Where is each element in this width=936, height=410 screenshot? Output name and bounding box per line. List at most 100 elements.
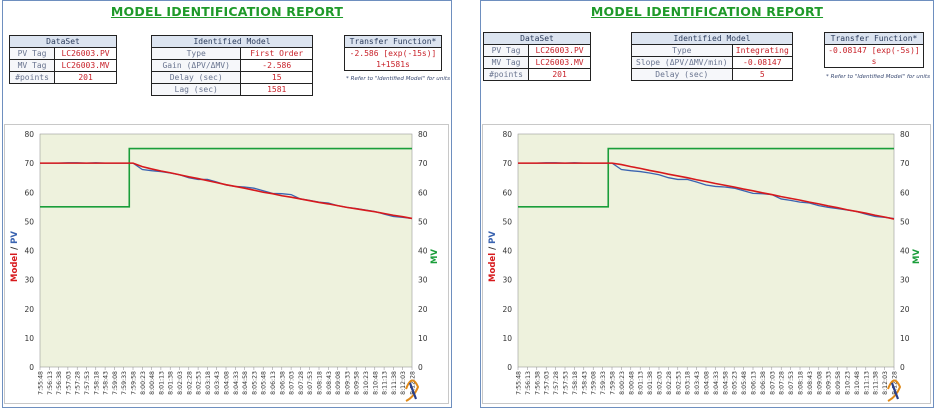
x-tick-label: 8:00:23 xyxy=(619,371,626,395)
y-tick-label-left: 50 xyxy=(502,217,512,226)
y-tick-label-left: 70 xyxy=(24,159,34,168)
dataset-value: 201 xyxy=(54,71,117,84)
x-tick-label: 7:57:03 xyxy=(544,371,551,395)
report-panel-first-order: MODEL IDENTIFICATION REPORT DataSet PV T… xyxy=(2,0,452,408)
x-tick-label: 7:57:03 xyxy=(65,371,72,395)
x-tick-label: 8:03:43 xyxy=(694,371,701,395)
x-tick-label: 8:05:48 xyxy=(261,371,268,395)
model-value: Integrating xyxy=(731,44,794,57)
identified-model-table: Identified Model Type First Order Gain (Δ… xyxy=(150,35,313,96)
x-tick-label: 7:58:18 xyxy=(93,371,100,395)
y-tick-label-left: 10 xyxy=(24,334,34,343)
model-label: Slope (ΔPV/ΔMV/min) xyxy=(631,56,733,69)
model-pv-mv-chart: 0 0 10 10 20 20 30 30 40 40 50 50 60 60 70 70 80 80 7:55:4… xyxy=(482,124,931,404)
x-tick-label: 8:10:48 xyxy=(372,371,379,395)
model-value: First Order xyxy=(240,47,313,60)
x-tick-label: 8:06:13 xyxy=(751,371,758,395)
x-tick-label: 8:02:03 xyxy=(177,371,184,395)
x-tick-label: 8:12:03 xyxy=(400,371,407,395)
y-tick-label-left: 70 xyxy=(502,159,512,168)
x-tick-label: 8:01:13 xyxy=(638,371,645,395)
dataset-label: #points xyxy=(8,71,56,84)
y-tick-label-left: 30 xyxy=(502,276,512,285)
transfer-denominator: s xyxy=(824,56,924,68)
y-tick-label-left: 40 xyxy=(24,247,34,256)
x-tick-label: 7:55:48 xyxy=(516,371,523,395)
x-tick-label: 8:10:23 xyxy=(845,371,852,395)
logo-swoosh xyxy=(887,379,902,402)
model-label: Delay (sec) xyxy=(631,68,733,81)
identified-model-table: Identified Model Type Integrating Slope (… xyxy=(631,32,794,81)
x-tick-label: 8:07:28 xyxy=(779,371,786,395)
y-tick-label-left: 80 xyxy=(24,130,34,139)
y-tick-label-left: 0 xyxy=(29,363,34,372)
dataset-value: LC26003.MV xyxy=(528,56,591,69)
x-tick-label: 8:09:33 xyxy=(826,371,833,395)
transfer-function-table: Transfer Function* -0.08147 [exp(-5s)] s xyxy=(824,32,924,68)
logo-stroke xyxy=(408,382,418,400)
y-axis-label-right: MV xyxy=(430,249,440,264)
transfer-denominator: 1+1581s xyxy=(344,59,442,71)
model-value: -0.08147 xyxy=(731,56,794,69)
y-axis-label-right: MV xyxy=(912,249,922,264)
y-tick-label-right: 40 xyxy=(418,247,428,256)
y-tick-label-left: 20 xyxy=(24,305,34,314)
y-tick-label-right: 0 xyxy=(418,363,423,372)
x-tick-label: 8:07:53 xyxy=(788,371,795,395)
dataset-value: 201 xyxy=(528,68,591,81)
x-tick-label: 8:08:18 xyxy=(317,371,324,395)
x-tick-label: 8:00:48 xyxy=(149,371,156,395)
x-tick-label: 8:06:13 xyxy=(270,371,277,395)
x-tick-label: 7:59:58 xyxy=(131,371,138,395)
y-tick-label-right: 60 xyxy=(900,188,910,197)
y-tick-label-right: 0 xyxy=(900,363,905,372)
y-tick-label-right: 30 xyxy=(900,276,910,285)
x-tick-label: 8:07:53 xyxy=(307,371,314,395)
model-label: Delay (sec) xyxy=(150,71,242,84)
x-tick-label: 7:55:48 xyxy=(38,371,45,395)
x-tick-label: 8:07:28 xyxy=(298,371,305,395)
y-tick-label-right: 20 xyxy=(418,305,428,314)
y-tick-label-right: 30 xyxy=(418,276,428,285)
y-tick-label-left: 20 xyxy=(502,305,512,314)
x-tick-label: 7:57:28 xyxy=(553,371,560,395)
y-axis-label-left: Model / PV xyxy=(488,231,498,282)
transfer-function-table: Transfer Function* -2.586 [exp(-15s)] 1+… xyxy=(344,35,442,71)
x-tick-label: 7:57:53 xyxy=(563,371,570,395)
x-tick-label: 8:04:58 xyxy=(242,371,249,395)
model-value: 5 xyxy=(731,68,794,81)
x-tick-label: 8:04:58 xyxy=(722,371,729,395)
x-tick-label: 8:05:23 xyxy=(251,371,258,395)
x-tick-label: 8:02:53 xyxy=(675,371,682,395)
y-tick-label-left: 40 xyxy=(502,247,512,256)
x-tick-label: 8:11:13 xyxy=(382,371,389,395)
x-tick-label: 8:09:08 xyxy=(335,371,342,395)
x-tick-label: 8:09:58 xyxy=(354,371,361,395)
dataset-value: LC26003.PV xyxy=(54,47,117,60)
x-tick-label: 7:58:43 xyxy=(581,371,588,395)
model-header: Identified Model xyxy=(631,32,793,45)
x-tick-label: 7:56:13 xyxy=(47,371,54,395)
x-tick-label: 8:08:43 xyxy=(326,371,333,395)
dataset-label: MV Tag xyxy=(8,59,56,72)
x-tick-label: 8:08:43 xyxy=(807,371,814,395)
x-tick-label: 8:09:08 xyxy=(816,371,823,395)
y-tick-label-right: 80 xyxy=(900,130,910,139)
x-tick-label: 8:07:03 xyxy=(769,371,776,395)
model-label: Type xyxy=(631,44,733,57)
x-tick-label: 8:04:33 xyxy=(233,371,240,395)
x-tick-label: 8:02:03 xyxy=(657,371,664,395)
x-tick-label: 7:59:08 xyxy=(591,371,598,395)
y-tick-label-left: 60 xyxy=(24,188,34,197)
x-tick-label: 8:04:08 xyxy=(704,371,711,395)
model-value: 15 xyxy=(240,71,313,84)
y-tick-label-right: 50 xyxy=(418,217,428,226)
x-tick-label: 8:11:38 xyxy=(873,371,880,395)
model-label: Lag (sec) xyxy=(150,83,242,96)
x-tick-label: 7:57:28 xyxy=(75,371,82,395)
x-tick-label: 8:02:28 xyxy=(666,371,673,395)
dataset-header: DataSet xyxy=(483,32,591,45)
model-label: Gain (ΔPV/ΔMV) xyxy=(150,59,242,72)
report-panel-integrating: MODEL IDENTIFICATION REPORT DataSet PV T… xyxy=(480,0,934,408)
dataset-value: LC26003.PV xyxy=(528,44,591,57)
